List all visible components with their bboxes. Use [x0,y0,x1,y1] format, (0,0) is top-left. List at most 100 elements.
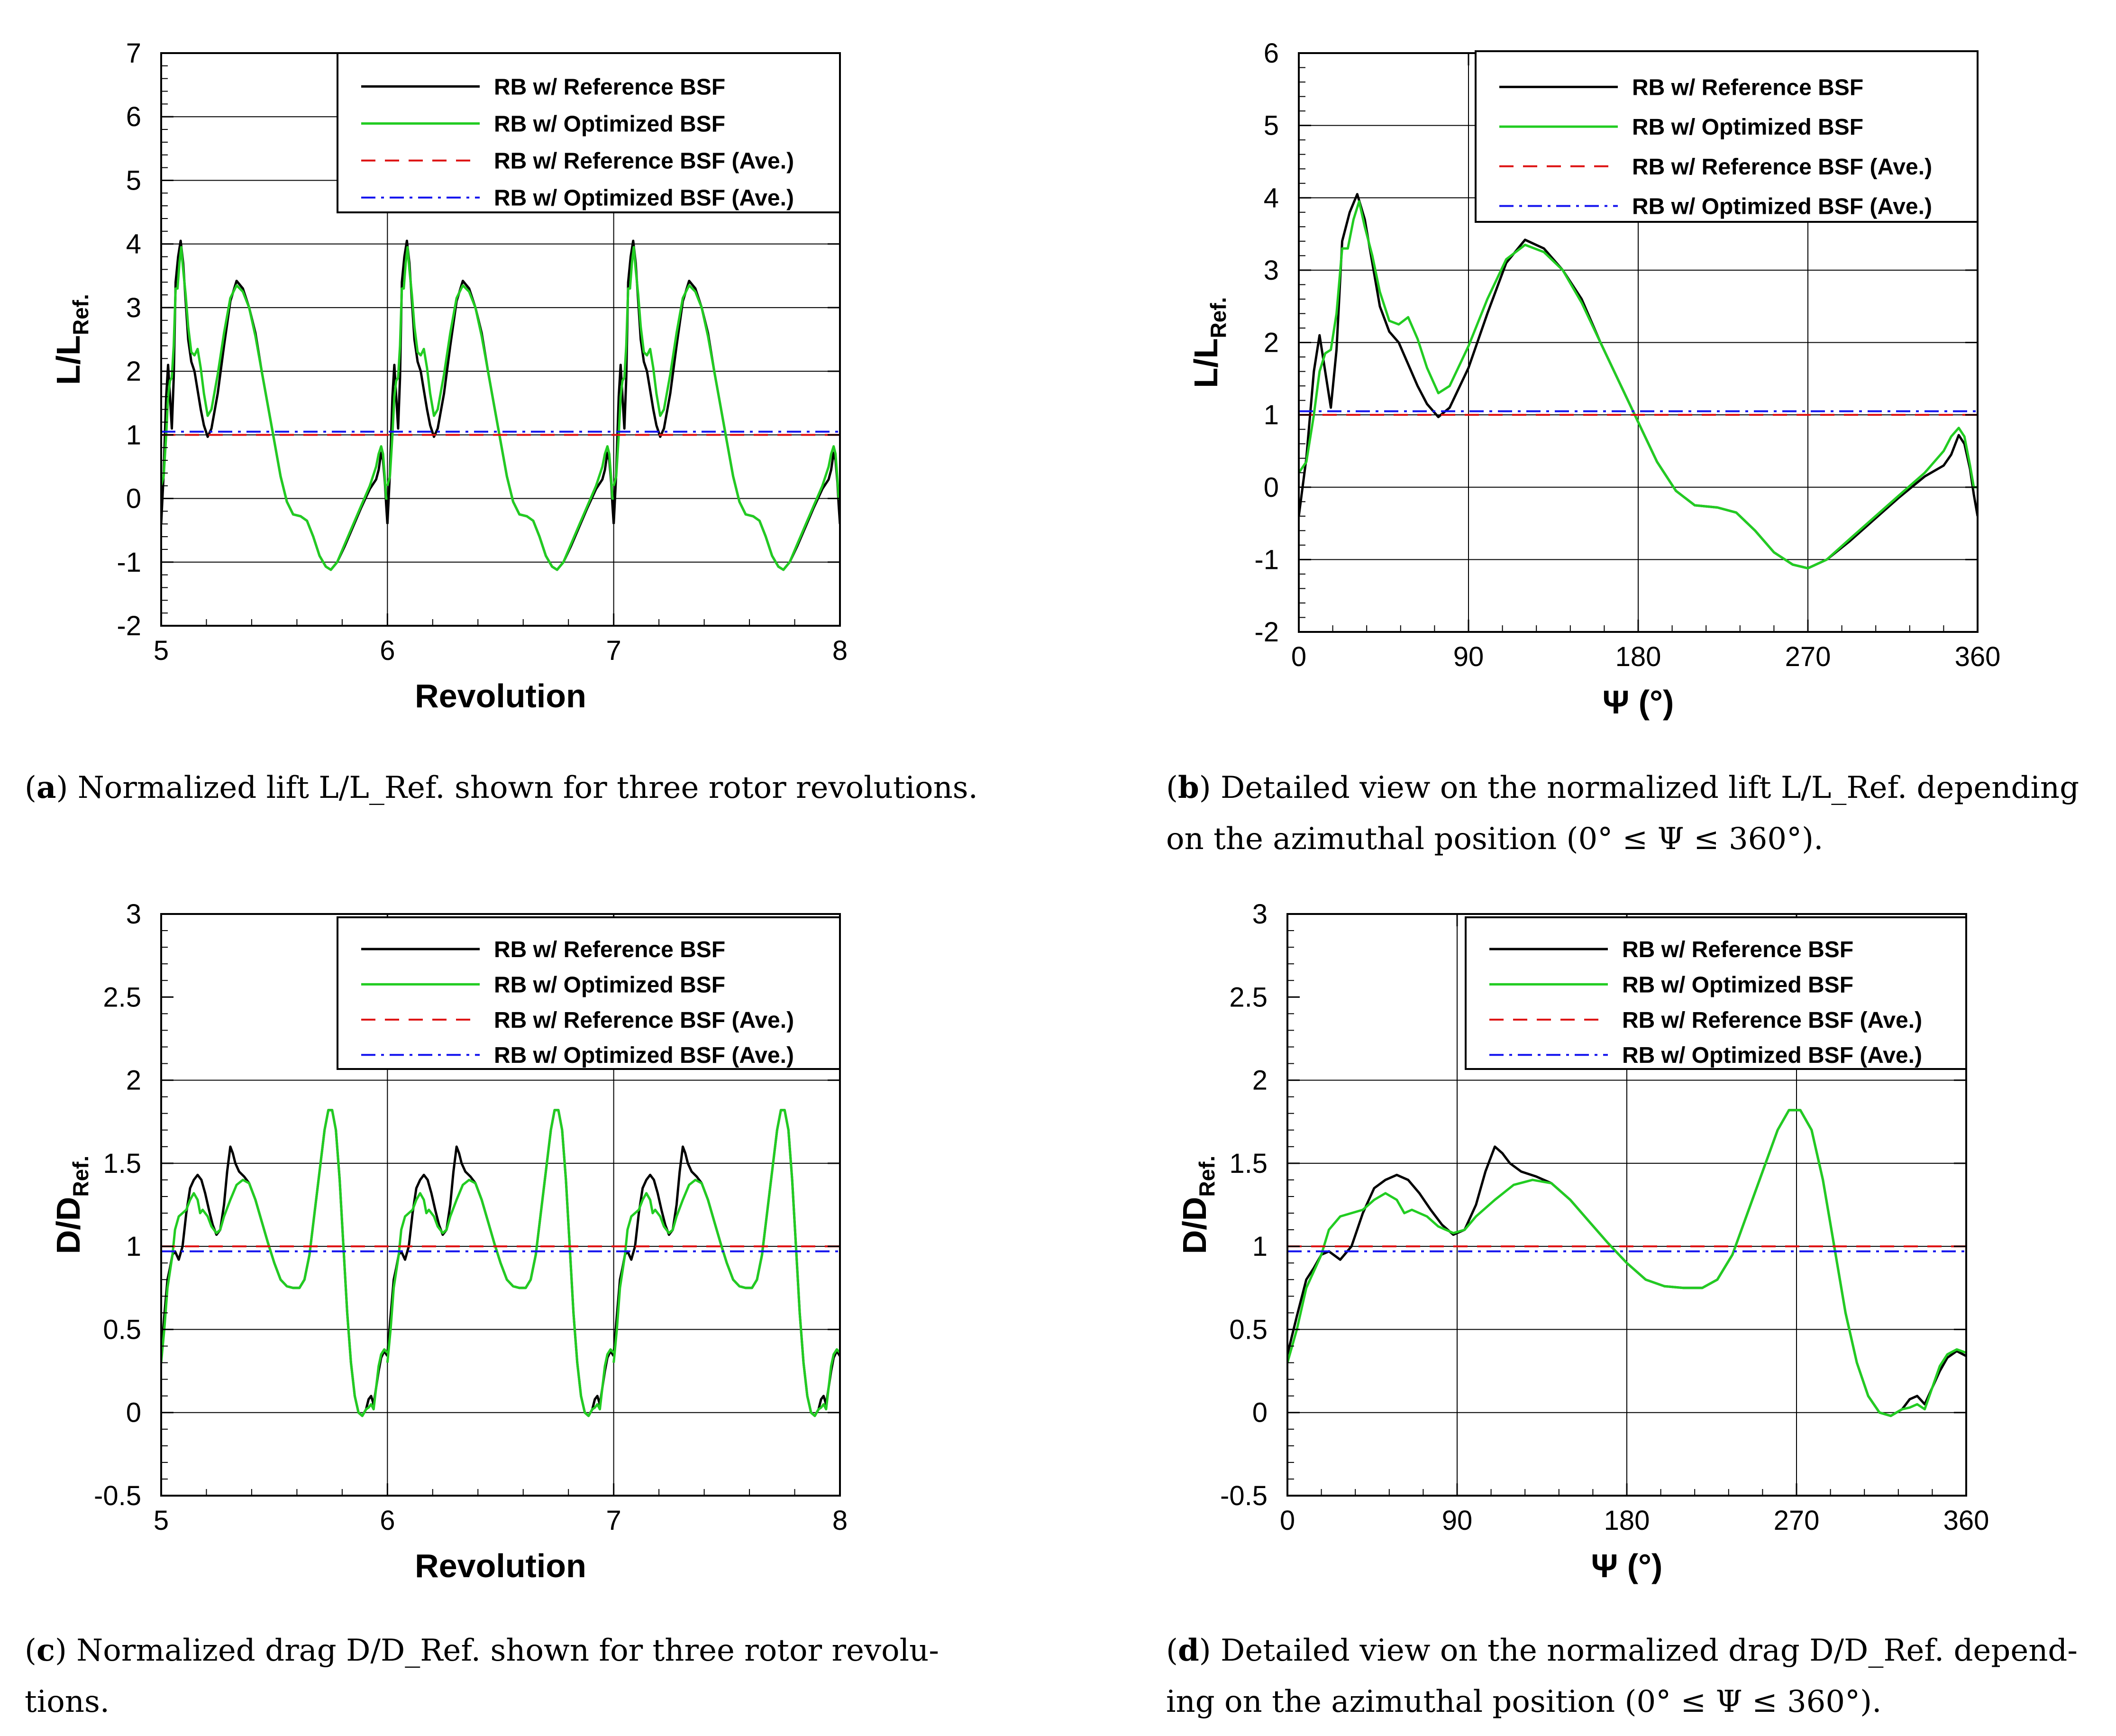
legend-label: RB w/ Reference BSF (Ave.) [494,149,794,174]
x-axis-label: Ψ (°) [1591,1547,1663,1584]
legend-label: RB w/ Optimized BSF (Ave.) [494,186,794,211]
y-axis-label-subscript: Ref. [1206,297,1231,338]
y-tick-label: 0 [126,484,141,514]
x-tick-label: 90 [1453,641,1484,672]
legend: RB w/ Reference BSF RB w/ Optimized BSF RB… [1465,916,1967,1070]
chart-b: 0 90 180 270 360 -2 -1 0 1 2 3 4 5 6 Ψ (°) L/LRef. RB w/… [1187,38,2000,721]
y-axis-label-main: L/L [1187,338,1224,388]
caption-d-text: Detailed view on the normalized drag D/D… [1221,1633,2078,1668]
y-axis-label-main: D/D [50,1197,87,1254]
y-tick-label: 4 [1264,183,1279,213]
y-tick-label: -1 [117,547,141,578]
y-tick-label: -0.5 [1220,1480,1268,1511]
y-tick-label: 0 [1264,472,1279,503]
x-tick-label: 7 [606,635,621,666]
caption-a: (a) Normalized lift L/L_Ref. shown for t… [25,770,978,805]
y-tick-label: -1 [1254,544,1279,575]
caption-d: (d) Detailed view on the normalized drag… [1166,1625,2109,1727]
chart-a: 5 6 7 8 -2 -1 0 1 2 3 4 5 6 7 Revolution L/LRef. RB w/ R… [50,38,848,714]
y-axis-label-main: D/D [1176,1197,1213,1254]
legend-label: RB w/ Optimized BSF [1632,115,1863,140]
y-tick-label: 2 [126,1065,141,1096]
legend-label: RB w/ Reference BSF [494,74,725,100]
caption-c: (c) Normalized drag D/D_Ref. shown for t… [25,1625,1020,1727]
y-tick-label: 6 [1264,38,1279,69]
x-tick-label: 360 [1955,641,2001,672]
y-tick-label: 3 [1252,899,1268,930]
x-tick-label: 180 [1615,641,1661,672]
legend-label: RB w/ Optimized BSF (Ave.) [1632,194,1932,219]
caption-a-text: Normalized lift L/L_Ref. shown for three… [77,770,978,805]
y-tick-label: 2 [1264,328,1279,358]
x-tick-label: 8 [832,1505,848,1536]
y-tick-label: 0.5 [1229,1314,1268,1345]
x-tick-label: 180 [1604,1505,1650,1536]
y-axis-label: L/LRef. [50,294,93,385]
y-axis-label: D/DRef. [50,1156,93,1254]
legend-label: RB w/ Reference BSF [494,937,725,962]
y-tick-label: 3 [126,292,141,323]
chart-d: 0 90 180 270 360 -0.5 0 0.5 1 1.5 2 2.5 3 Ψ (°) D/DRef… [1176,899,1989,1584]
y-tick-label: 0.5 [103,1314,141,1345]
legend: RB w/ Reference BSF RB w/ Optimized BSF RB… [1475,50,1979,223]
legend-box [1465,916,1967,1070]
x-tick-label: 360 [1943,1505,1989,1536]
y-tick-label: 7 [126,38,141,69]
y-axis-label-subscript: Ref. [68,1156,93,1197]
legend-label: RB w/ Reference BSF [1632,75,1863,100]
y-axis-label-subscript: Ref. [68,294,93,335]
legend-label: RB w/ Optimized BSF (Ave.) [494,1043,794,1068]
y-tick-label: 2.5 [1229,982,1268,1013]
legend-box [337,52,841,213]
legend-label: RB w/ Optimized BSF (Ave.) [1622,1043,1922,1068]
x-axis-label: Ψ (°) [1603,684,1674,721]
y-tick-label: 4 [126,229,141,260]
y-axis-label-subscript: Ref. [1195,1156,1219,1197]
series-optimized-line [1299,200,1978,570]
x-tick-label: 5 [154,635,169,666]
legend-box [1475,50,1979,223]
series-reference-line [161,239,840,571]
y-tick-label: 6 [126,101,141,132]
y-tick-label: -0.5 [94,1480,141,1511]
y-axis-label-main: L/L [50,335,87,385]
legend-label: RB w/ Reference BSF (Ave.) [1622,1008,1922,1033]
legend: RB w/ Reference BSF RB w/ Optimized BSF RB… [337,52,841,213]
y-tick-label: 3 [126,899,141,930]
x-axis-label: Revolution [415,677,586,714]
y-axis-label: D/DRef. [1176,1156,1219,1254]
y-tick-label: 1 [1252,1231,1268,1262]
plot-frame [160,913,841,1497]
legend-box [337,916,841,1070]
y-tick-label: 5 [126,165,141,196]
x-tick-label: 0 [1280,1505,1295,1536]
y-tick-label: 1.5 [1229,1148,1268,1179]
legend-label: RB w/ Reference BSF (Ave.) [1632,155,1932,180]
legend-label: RB w/ Optimized BSF [494,111,725,137]
y-axis-label: L/LRef. [1187,297,1231,388]
x-tick-label: 6 [380,635,395,666]
legend-label: RB w/ Optimized BSF [1622,972,1853,997]
caption-b-line2: on the azimuthal position (0° ≤ Ψ ≤ 360°… [1166,822,1824,857]
series-optimized-line [161,246,840,571]
y-tick-label: 1 [1264,400,1279,430]
x-tick-label: 90 [1442,1505,1473,1536]
caption-b-text: Detailed view on the normalized lift L/L… [1221,770,2080,805]
chart-c: 5 6 7 8 -0.5 0 0.5 1 1.5 2 2.5 3 Revolution D/DRef. RB… [50,899,848,1584]
x-tick-label: 0 [1291,641,1306,672]
series-optimized-line [161,1109,840,1417]
y-tick-label: 1.5 [103,1148,141,1179]
caption-c-line2: tions. [25,1684,110,1719]
caption-b: (b) Detailed view on the normalized lift… [1166,762,2109,865]
legend: RB w/ Reference BSF RB w/ Optimized BSF RB… [337,916,841,1070]
x-axis-label: Revolution [415,1547,586,1584]
series-optimized-line [1287,1109,1966,1417]
y-tick-label: 1 [126,420,141,450]
x-tick-label: 6 [380,1505,395,1536]
caption-c-text: Normalized drag D/D_Ref. shown for three… [76,1633,939,1668]
legend-label: RB w/ Reference BSF (Ave.) [494,1008,794,1033]
x-tick-label: 7 [606,1505,621,1536]
y-tick-label: 1 [126,1231,141,1262]
y-tick-label: -2 [117,611,141,641]
